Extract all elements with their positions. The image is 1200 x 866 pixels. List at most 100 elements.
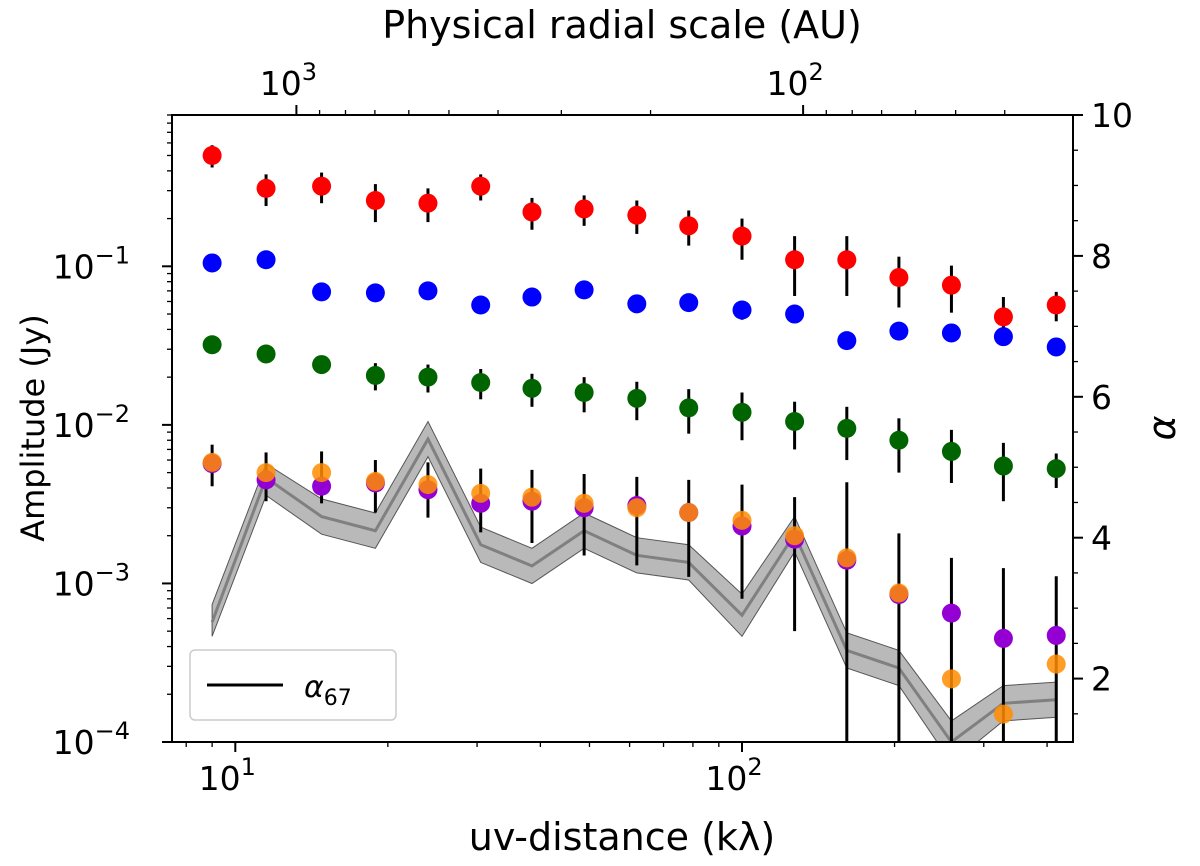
y2-tick-label: 8 <box>1091 237 1112 276</box>
data-point <box>522 202 542 222</box>
data-point <box>522 487 542 507</box>
data-point <box>574 383 594 403</box>
data-point <box>1046 654 1066 674</box>
data-point <box>202 335 222 355</box>
data-point <box>418 367 438 387</box>
data-point <box>941 275 961 295</box>
legend-alpha: α <box>304 670 324 705</box>
data-point <box>256 178 276 198</box>
y-tick-label: 10−2 <box>53 400 130 445</box>
data-point <box>1046 337 1066 357</box>
data-point <box>365 471 385 491</box>
y2-tick-label: 10 <box>1091 96 1133 135</box>
data-point <box>522 287 542 307</box>
data-point <box>312 463 332 483</box>
data-point <box>785 304 805 324</box>
data-point <box>256 463 276 483</box>
data-point <box>889 430 909 450</box>
data-point <box>627 205 647 225</box>
plot-frame <box>171 114 1074 743</box>
data-point <box>679 293 699 313</box>
x-axis-title: uv-distance (kλ) <box>469 815 776 859</box>
data-point <box>312 282 332 302</box>
data-point <box>941 669 961 689</box>
data-point <box>993 628 1013 648</box>
data-point <box>1046 625 1066 645</box>
data-point <box>522 378 542 398</box>
data-point <box>365 283 385 303</box>
data-point <box>732 226 752 246</box>
data-point <box>574 280 594 300</box>
top-tick-exp: 3 <box>302 58 317 86</box>
data-point <box>574 199 594 219</box>
data-point <box>202 145 222 165</box>
data-point <box>256 344 276 364</box>
x-tick-label: 101 <box>199 753 256 798</box>
legend: α67 <box>189 649 397 721</box>
data-point <box>732 510 752 530</box>
data-point <box>941 323 961 343</box>
data-point <box>1046 295 1066 315</box>
x-tick-label: 102 <box>705 753 762 798</box>
x-tick-exp: 2 <box>747 753 762 781</box>
y-tick-label: 10−4 <box>53 717 130 762</box>
data-point <box>993 327 1013 347</box>
data-point <box>202 253 222 273</box>
y-tick-exp: −1 <box>95 241 130 269</box>
data-point <box>1046 459 1066 479</box>
data-point <box>627 294 647 314</box>
data-point <box>837 418 857 438</box>
data-point <box>471 295 491 315</box>
data-point <box>574 493 594 513</box>
data-point <box>679 503 699 523</box>
legend-box <box>189 649 397 721</box>
y2-tick-label: 4 <box>1091 519 1112 558</box>
data-point <box>941 441 961 461</box>
data-point <box>993 307 1013 327</box>
data-point <box>202 452 222 472</box>
y2-tick-label: 2 <box>1091 660 1112 699</box>
y-axis-title: Amplitude (Jy) <box>14 314 52 542</box>
legend-sub: 67 <box>324 686 352 711</box>
data-point <box>889 268 909 287</box>
plot-area <box>202 145 1066 742</box>
top-tick-label: 102 <box>766 58 823 103</box>
data-point <box>941 603 961 623</box>
data-point <box>785 250 805 270</box>
top-tick-exp: 2 <box>808 58 823 86</box>
data-point <box>837 548 857 568</box>
y2-tick-label: 6 <box>1091 378 1112 417</box>
x-tick-exp: 1 <box>241 753 256 781</box>
y2-axis-title: α <box>1140 415 1184 440</box>
data-point <box>365 365 385 385</box>
data-point <box>471 176 491 196</box>
y-tick-exp: −4 <box>95 717 130 745</box>
y-tick-exp: −3 <box>95 558 130 586</box>
data-point <box>312 176 332 196</box>
data-point <box>679 398 699 418</box>
data-point <box>837 250 857 270</box>
data-point <box>785 412 805 432</box>
top-axis-title: Physical radial scale (AU) <box>382 3 862 47</box>
data-point <box>627 498 647 518</box>
legend-label: α67 <box>304 670 352 711</box>
y-tick-label: 10−1 <box>53 241 130 286</box>
data-point <box>732 402 752 422</box>
y-tick-label: 10−3 <box>53 558 130 603</box>
data-point <box>837 331 857 351</box>
data-point <box>312 355 332 375</box>
plot-clip-group <box>202 145 1066 742</box>
data-point <box>785 526 805 546</box>
data-point <box>312 476 332 496</box>
data-point <box>418 193 438 213</box>
data-point <box>889 583 909 603</box>
y-tick-exp: −2 <box>95 400 130 428</box>
data-point <box>471 483 491 503</box>
data-point <box>993 704 1013 724</box>
data-point <box>418 281 438 301</box>
data-point <box>418 475 438 495</box>
data-point <box>993 456 1013 476</box>
data-point <box>732 300 752 320</box>
